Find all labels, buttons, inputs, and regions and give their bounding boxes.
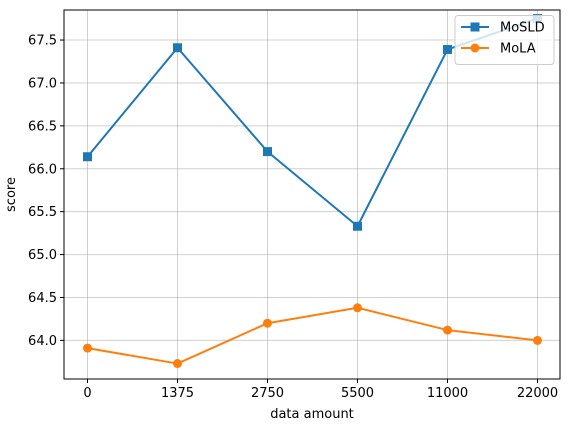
legend-item-mosld: MoSLD	[461, 21, 545, 36]
data-point	[83, 152, 92, 162]
x-tick-label: 22000	[517, 386, 558, 401]
data-point	[263, 147, 272, 157]
data-point	[173, 43, 182, 53]
y-axis-ticks: 64.0 64.5 65.0 65.5 66.0 66.5 67.0 67.5	[28, 34, 64, 349]
data-point	[83, 343, 92, 353]
y-tick-label: 67.5	[28, 34, 57, 49]
y-tick-label: 67.0	[28, 76, 57, 91]
legend-marker	[470, 43, 480, 53]
x-tick-label: 0	[83, 386, 91, 401]
plot-area	[64, 10, 560, 379]
x-axis-label: data amount	[270, 407, 354, 422]
y-tick-label: 65.0	[28, 248, 57, 263]
data-point	[263, 318, 272, 328]
data-point	[353, 221, 362, 231]
legend-marker	[470, 22, 480, 32]
y-tick-label: 66.0	[28, 162, 57, 177]
x-tick-label: 5500	[341, 386, 374, 401]
data-point	[533, 335, 542, 345]
series-mola	[83, 303, 542, 369]
legend: MoSLD MoLA	[454, 15, 555, 65]
legend-label: MoLA	[500, 42, 536, 57]
data-point	[353, 303, 362, 313]
y-tick-label: 64.5	[28, 291, 57, 306]
plot-frame	[63, 9, 561, 380]
data-point	[443, 44, 452, 54]
y-tick-label: 64.0	[28, 334, 57, 349]
series-line	[87, 306, 538, 365]
data-point	[173, 359, 182, 369]
x-tick-label: 11000	[427, 386, 468, 401]
y-tick-label: 65.5	[28, 205, 57, 220]
x-tick-label: 1375	[161, 386, 194, 401]
data-point	[443, 325, 452, 335]
legend-label: MoSLD	[500, 21, 545, 36]
x-tick-label: 2750	[251, 386, 284, 401]
y-tick-label: 66.5	[28, 119, 57, 134]
legend-item-mola: MoLA	[461, 42, 536, 57]
y-axis-label: score	[4, 177, 19, 212]
x-axis-ticks: 0 1375 2750 5500 11000 22000	[83, 379, 558, 401]
